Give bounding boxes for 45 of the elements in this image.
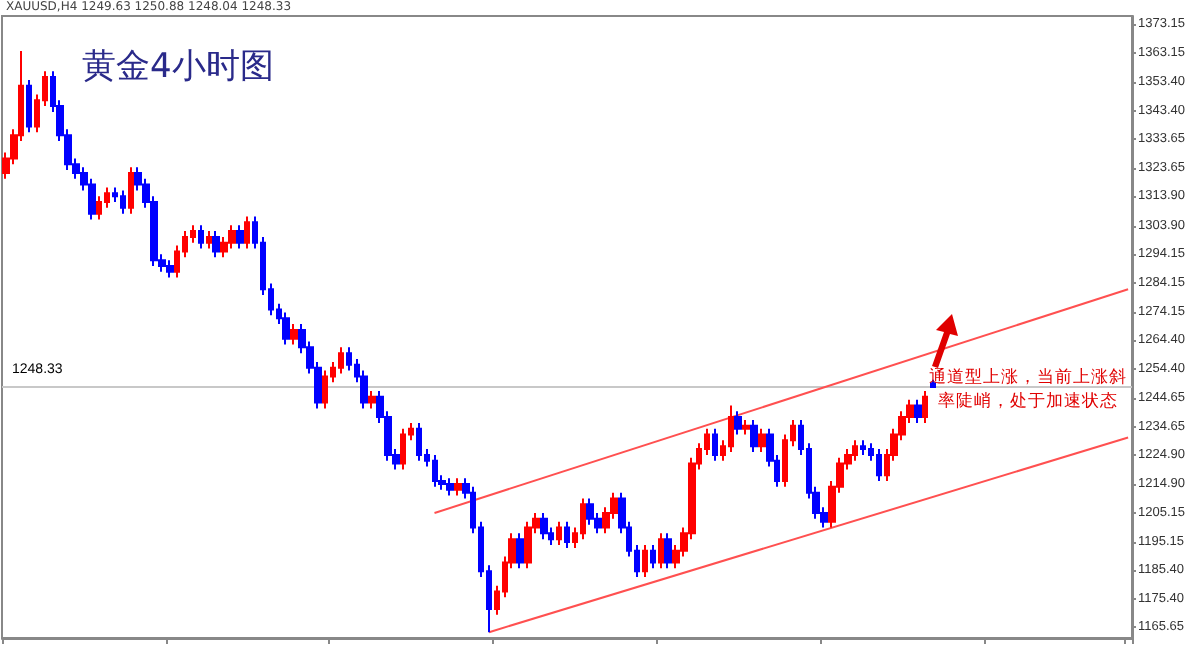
candlestick xyxy=(96,195,102,221)
candlestick xyxy=(658,532,664,570)
candlestick xyxy=(914,398,922,424)
candlestick xyxy=(650,543,656,570)
candlestick xyxy=(750,419,758,453)
candlestick xyxy=(212,230,220,259)
candlestick xyxy=(556,520,562,546)
candlestick xyxy=(728,404,734,453)
candlestick xyxy=(742,419,750,436)
candlestick xyxy=(540,512,548,541)
candlestick xyxy=(206,230,212,250)
candlestick xyxy=(198,224,204,250)
candlestick xyxy=(128,166,134,215)
text: 黄金4小时图 xyxy=(82,47,274,87)
candlestick xyxy=(432,453,438,488)
candlestick xyxy=(416,421,422,462)
candlestick xyxy=(26,78,32,134)
candlestick xyxy=(322,369,328,410)
candlestick xyxy=(642,543,648,578)
candlestick xyxy=(400,427,406,471)
candlestick xyxy=(282,311,290,346)
candlestick xyxy=(712,427,718,462)
candlestick xyxy=(586,497,594,526)
candlestick xyxy=(564,520,570,549)
candlestick xyxy=(454,477,462,497)
candlestick xyxy=(236,224,244,250)
candlestick xyxy=(338,346,344,375)
candlestick xyxy=(580,497,586,541)
candlestick xyxy=(524,520,532,570)
candlestick xyxy=(446,477,454,497)
annotation: 通道型上涨，当前上涨斜率陡峭，处于加速状态 xyxy=(928,366,1128,414)
candlestick xyxy=(516,532,524,570)
candlestick xyxy=(120,189,126,215)
candlestick xyxy=(368,389,376,410)
candlestick xyxy=(244,215,250,250)
candlestick xyxy=(922,389,928,424)
candlestick xyxy=(228,224,236,250)
candlestick xyxy=(166,259,174,279)
candlestick xyxy=(876,448,882,483)
candlestick xyxy=(852,439,858,462)
candlestick xyxy=(290,323,298,346)
candlestick xyxy=(664,532,672,570)
candlestick xyxy=(860,439,866,456)
candlestick xyxy=(734,410,742,436)
candlestick xyxy=(758,427,766,453)
